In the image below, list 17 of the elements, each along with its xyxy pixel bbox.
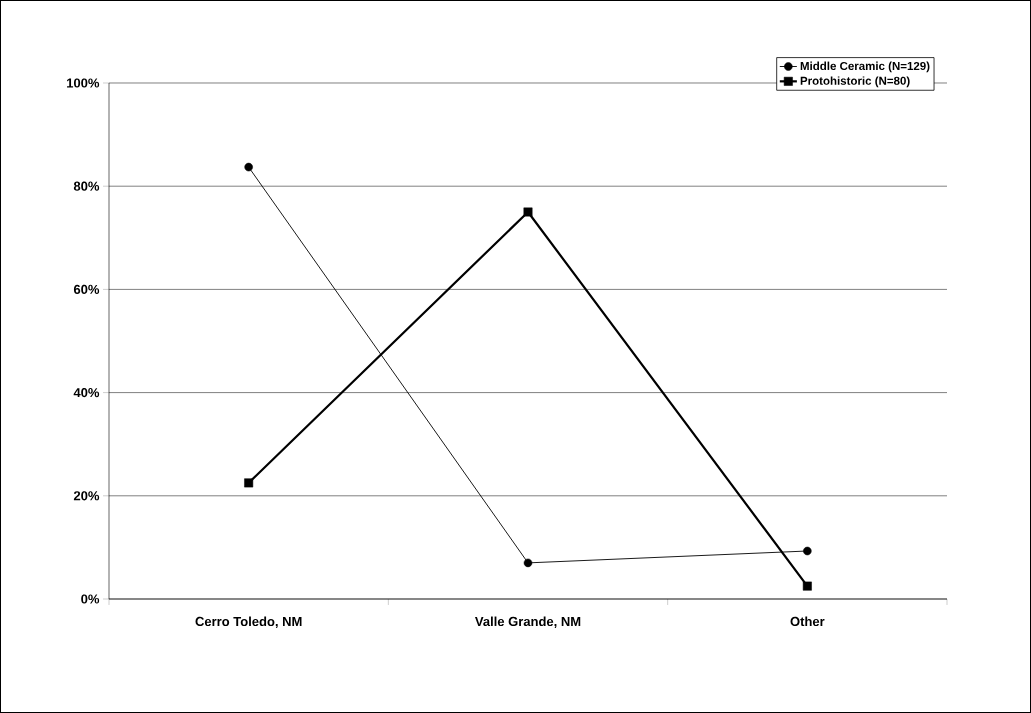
- x-tick-label: Cerro Toledo, NM: [195, 616, 302, 628]
- y-tick-label: 20%: [73, 491, 100, 501]
- y-tick-label: 40%: [73, 387, 100, 398]
- legend-label: Middle Ceramic (N=129): [800, 61, 930, 73]
- point: [803, 546, 812, 556]
- y-tick-label: 100%: [67, 78, 100, 88]
- point: [523, 207, 533, 217]
- point: [244, 478, 254, 488]
- point: [244, 162, 253, 172]
- x-tick-label: Valle Grande, NM: [475, 616, 581, 628]
- legend-label: Protohistoric (N=80): [800, 76, 910, 88]
- point: [523, 558, 533, 568]
- point: [802, 581, 812, 591]
- x-tick-label: Other: [790, 616, 825, 627]
- y-tick-label: 0%: [81, 594, 100, 604]
- y-tick-label: 60%: [73, 284, 100, 294]
- y-tick-label: 80%: [73, 181, 100, 191]
